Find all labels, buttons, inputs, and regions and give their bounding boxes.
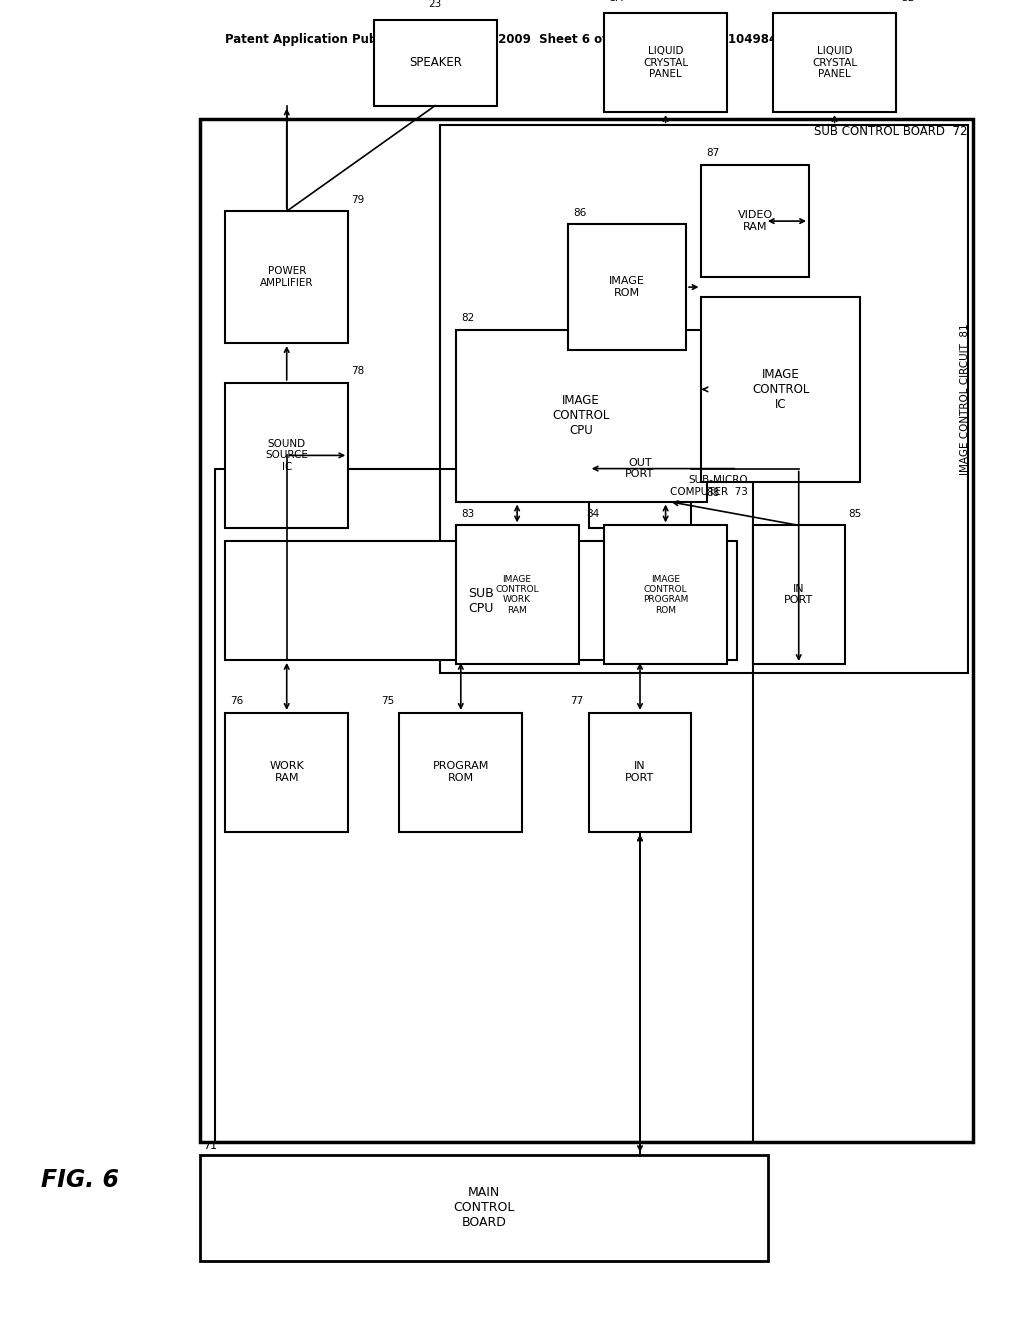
Bar — [225, 713, 348, 832]
Text: FIG. 6: FIG. 6 — [41, 1168, 119, 1192]
Text: 83: 83 — [461, 508, 474, 519]
Text: SOUND
SOURCE
IC: SOUND SOURCE IC — [265, 438, 308, 473]
Text: SUB-MICRO
COMPUTER  73: SUB-MICRO COMPUTER 73 — [670, 475, 748, 496]
Text: 85: 85 — [848, 508, 861, 519]
Text: 5A: 5A — [609, 0, 623, 3]
Text: IMAGE
CONTROL
CPU: IMAGE CONTROL CPU — [552, 395, 610, 437]
Text: 86: 86 — [573, 207, 587, 218]
Text: LIQUID
CRYSTAL
PANEL: LIQUID CRYSTAL PANEL — [812, 46, 857, 79]
Text: LIQUID
CRYSTAL
PANEL: LIQUID CRYSTAL PANEL — [643, 46, 688, 79]
Text: IMAGE
CONTROL
PROGRAM
ROM: IMAGE CONTROL PROGRAM ROM — [643, 574, 688, 615]
Text: 5B: 5B — [901, 0, 914, 3]
Bar — [604, 13, 727, 112]
Text: SUB
CPU: SUB CPU — [468, 586, 495, 615]
Text: IN
PORT: IN PORT — [784, 583, 813, 606]
Bar — [225, 383, 348, 528]
Bar — [200, 1155, 768, 1261]
Text: IMAGE CONTROL CIRCUIT  81: IMAGE CONTROL CIRCUIT 81 — [959, 323, 970, 475]
Bar — [374, 20, 497, 106]
Bar — [701, 297, 860, 482]
Text: POWER
AMPLIFIER: POWER AMPLIFIER — [260, 267, 313, 288]
Text: IMAGE
CONTROL
WORK
RAM: IMAGE CONTROL WORK RAM — [496, 574, 539, 615]
Text: SPEAKER: SPEAKER — [409, 57, 462, 69]
Bar — [200, 119, 973, 1142]
Bar — [773, 13, 896, 112]
Bar — [225, 211, 348, 343]
Text: 77: 77 — [570, 696, 584, 706]
Bar — [589, 409, 691, 528]
Bar — [456, 330, 707, 502]
Text: 75: 75 — [381, 696, 394, 706]
Text: MAIN
CONTROL
BOARD: MAIN CONTROL BOARD — [454, 1187, 514, 1229]
Text: OUT
PORT: OUT PORT — [626, 458, 654, 479]
Text: SUB CONTROL BOARD  72: SUB CONTROL BOARD 72 — [814, 125, 968, 139]
Text: IN
PORT: IN PORT — [626, 762, 654, 783]
Text: WORK
RAM: WORK RAM — [269, 762, 304, 783]
Bar — [215, 469, 753, 1142]
Text: 78: 78 — [351, 366, 365, 376]
Bar — [399, 713, 522, 832]
Bar — [225, 541, 737, 660]
Text: VIDEO
RAM: VIDEO RAM — [737, 210, 773, 232]
Text: IMAGE
ROM: IMAGE ROM — [609, 276, 645, 298]
Text: PROGRAM
ROM: PROGRAM ROM — [432, 762, 489, 783]
Text: Patent Application Publication    Apr. 23, 2009  Sheet 6 of 21        US 2009/01: Patent Application Publication Apr. 23, … — [225, 33, 799, 46]
Text: 80: 80 — [570, 392, 584, 403]
Text: 76: 76 — [230, 696, 244, 706]
Bar — [604, 525, 727, 664]
Bar — [701, 165, 809, 277]
Text: 79: 79 — [351, 194, 365, 205]
Text: 82: 82 — [461, 313, 474, 323]
Text: 88: 88 — [707, 488, 720, 499]
Bar — [456, 525, 579, 664]
Text: 23: 23 — [429, 0, 441, 9]
Text: 84: 84 — [586, 508, 599, 519]
Text: IMAGE
CONTROL
IC: IMAGE CONTROL IC — [752, 368, 810, 411]
Text: 71: 71 — [203, 1140, 217, 1151]
Bar — [568, 224, 686, 350]
Text: 87: 87 — [707, 148, 720, 158]
Bar — [440, 125, 968, 673]
Bar — [589, 713, 691, 832]
Bar — [753, 525, 845, 664]
